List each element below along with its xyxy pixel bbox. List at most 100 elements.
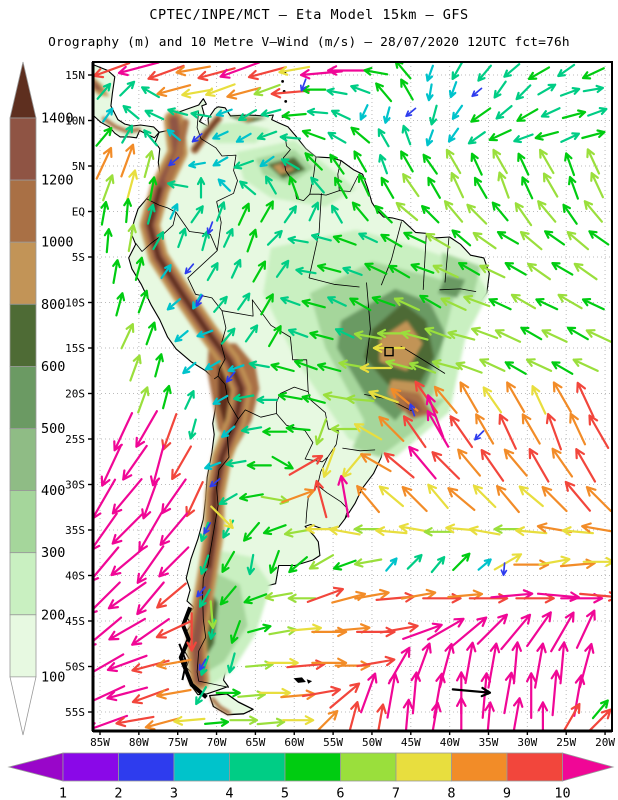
axis-labels: 15N 10N 5N EQ 5S 10S 15S 20S 25S 30S 35S 40S 45S 50S 5… [65,69,615,749]
wind-arrow [463,294,491,308]
wind-arrow [559,87,581,97]
wind-arrow [321,447,336,478]
lon-label: 55W [323,736,343,749]
wind-arrow [144,109,165,121]
lon-label: 80W [129,736,149,749]
wind-arrow [431,359,460,370]
wind-arrow [225,371,236,383]
country-border [380,221,402,286]
wind-arrow [190,205,204,224]
lon-label: 60W [284,736,304,749]
wind-arrow [358,232,378,244]
orography-level-label: 400 [41,483,65,499]
wind-arrow [419,294,442,309]
wind-arrow [491,201,509,222]
wind-arrow [166,128,181,142]
lon-label: 65W [245,736,265,749]
location-marker-square [384,346,394,357]
orography-level-label: 200 [41,607,65,623]
wind-arrow [590,172,604,199]
wind-colorbar-segment [229,752,286,782]
wind-arrow [518,485,544,508]
wind-arrow [218,493,238,505]
wind-arrow [246,461,272,470]
wind-arrow [353,423,383,441]
wind-arrow [136,581,165,616]
wind-arrow [334,176,348,199]
wind-arrow [515,84,532,101]
wind-arrow [402,622,443,640]
wind-arrow [447,329,476,341]
wind-arrow [377,328,406,339]
wind-arrow [279,133,302,142]
wind-arrow [277,391,303,401]
wind-arrow [227,652,236,674]
wind-arrow [476,613,508,645]
wind-arrow [353,330,383,340]
wind-arrow [443,200,464,223]
wind-arrow [400,329,429,341]
wind-level-label: 3 [170,786,178,800]
wind-arrow [95,146,113,180]
wind-arrow [479,358,506,372]
wind-arrow [191,133,203,143]
wind-arrow [451,686,492,698]
lat-label: 25S [65,433,85,446]
wind-arrow [504,262,527,276]
wind-arrow [383,106,391,124]
wind-arrow [488,298,512,311]
wind-arrow [212,394,229,405]
country-border [439,288,477,292]
wind-arrow [159,512,189,546]
wind-arrow [174,330,189,343]
wind-arrow [503,63,521,78]
wind-arrow [137,386,150,414]
wind-arrow [561,109,587,120]
lon-label: 45W [401,736,421,749]
wind-arrow [135,410,158,448]
wind-arrow [401,486,428,513]
wind-arrow [225,459,247,468]
map-plot: 15N 10N 5N EQ 5S 10S 15S 20S 25S 30S 35S 40S 45S 50S 5… [65,61,615,749]
wind-arrow [451,104,464,120]
wind-arrow [127,223,137,253]
wind-arrow [100,444,123,487]
country-border [276,386,309,414]
wind-arrow [308,554,335,570]
wind-arrow [110,547,144,577]
wind-arrow [466,203,488,225]
orography-colorbar-segment [9,241,37,305]
wind-arrow [217,178,231,192]
wind-arrow [275,259,290,278]
wind-arrow [106,686,149,702]
wind-arrow [402,173,420,198]
wind-arrow [156,658,192,670]
wind-arrow [359,363,392,373]
wind-arrow [262,524,287,536]
wind-arrow [458,262,481,276]
wind-arrow [301,298,326,309]
orography-level-label: 500 [41,421,65,437]
wind-arrow [538,555,571,566]
wind-arrow [156,582,187,609]
wind-arrow [514,202,533,227]
lon-label: 85W [90,736,110,749]
wind-arrow [166,298,181,311]
wind-arrow [474,430,485,441]
wind-arrow [560,132,580,143]
wind-arrow [301,129,326,141]
wind-arrow [219,585,237,606]
wind-arrow [500,562,508,577]
wind-arrow [423,527,453,537]
wind-arrow [515,526,548,537]
wind-arrow [445,148,462,175]
wind-arrow [185,481,204,518]
wind-arrow [253,83,281,97]
wind-arrow [591,699,609,720]
wind-arrow [156,84,192,97]
wind-arrow [375,526,408,537]
wind-arrow [327,65,371,76]
wind-arrow [198,588,211,608]
wind-arrow [400,588,437,600]
wind-arrow [329,682,361,709]
